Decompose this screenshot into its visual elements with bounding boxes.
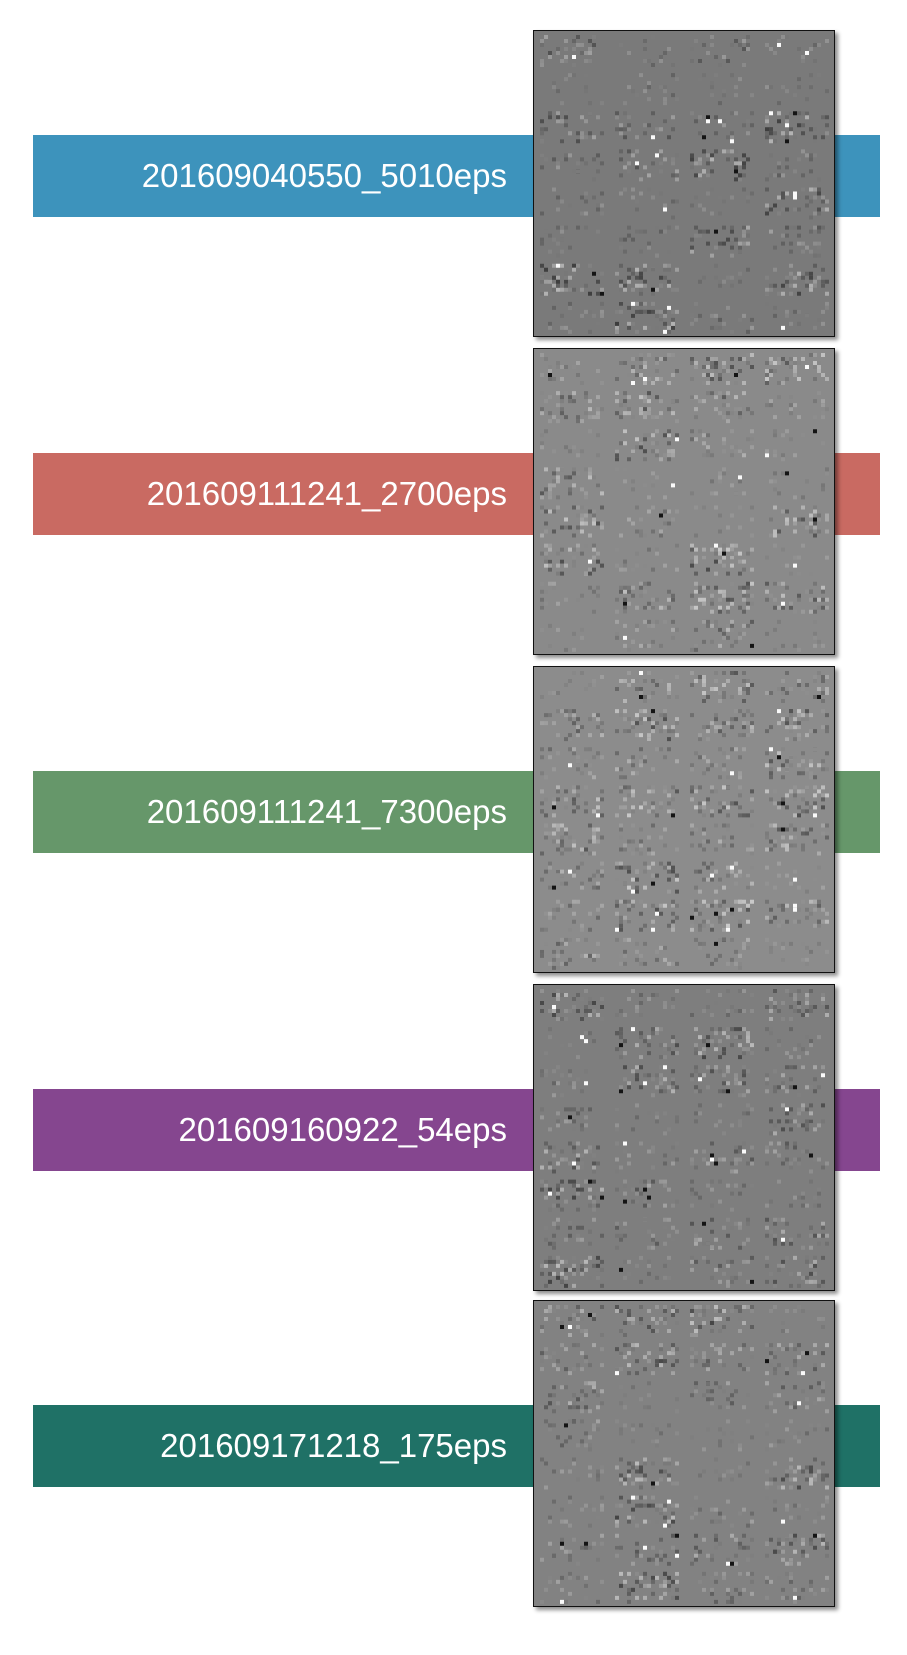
row-3-label: 201609111241_7300eps [146, 793, 507, 830]
row-4-label: 201609160922_54eps [178, 1111, 507, 1148]
row-3-filter-grid [534, 667, 834, 972]
row-2-filter-image [533, 348, 835, 655]
row-3: 201609111241_7300eps [0, 666, 907, 973]
row-5-filter-image [533, 1300, 835, 1607]
row-4-filter-grid [534, 985, 834, 1290]
row-5-label: 201609171218_175eps [160, 1427, 507, 1464]
row-2-label: 201609111241_2700eps [146, 475, 507, 512]
row-1-filter-image [533, 30, 835, 337]
row-5-filter-grid [534, 1301, 834, 1606]
row-5: 201609171218_175eps [0, 1300, 907, 1607]
row-1-label: 201609040550_5010eps [141, 157, 507, 194]
row-2-filter-grid [534, 349, 834, 654]
row-2: 201609111241_2700eps [0, 348, 907, 655]
row-1: 201609040550_5010eps [0, 30, 907, 337]
row-4-filter-image [533, 984, 835, 1291]
row-3-filter-image [533, 666, 835, 973]
row-4: 201609160922_54eps [0, 984, 907, 1291]
row-1-filter-grid [534, 31, 834, 336]
